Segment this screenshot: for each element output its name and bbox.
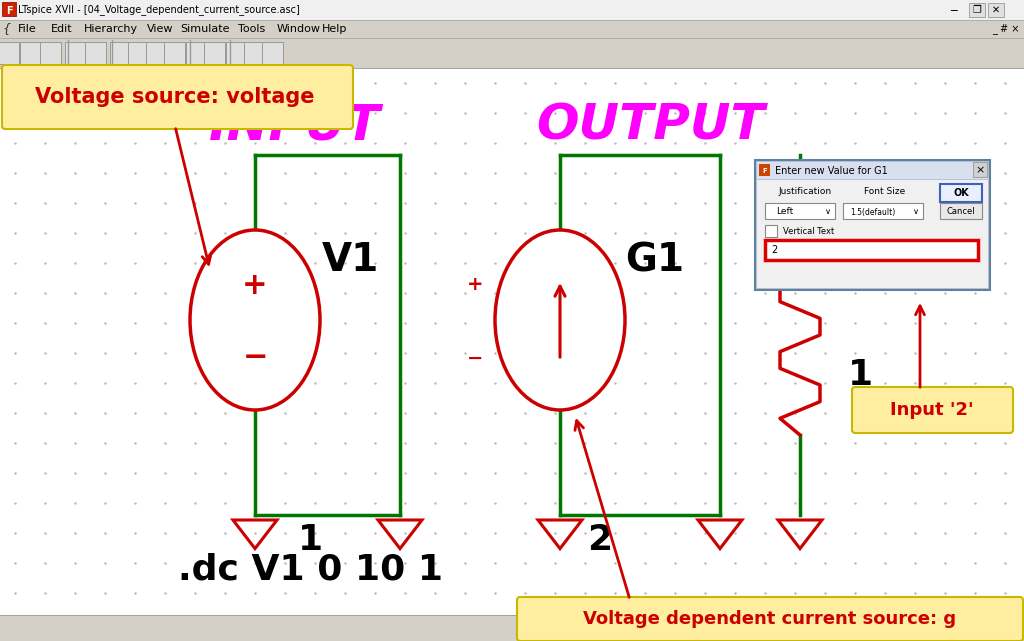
Text: Help: Help [322,24,347,34]
Text: Justification: Justification [778,188,831,197]
FancyBboxPatch shape [517,597,1023,641]
Text: +: + [467,276,483,294]
Text: OK: OK [953,188,969,198]
Bar [755,160,990,290]
Text: {: { [2,22,10,35]
Text: Window: Window [276,24,321,34]
Text: 2: 2 [771,245,777,255]
Bar [988,3,1004,17]
Bar [0,68,1024,615]
Text: _ # ×: _ # × [991,24,1019,35]
Ellipse shape [190,230,319,410]
Text: INPUT: INPUT [209,101,381,149]
Text: View: View [147,24,174,34]
Text: Input '2': Input '2' [890,401,974,419]
Text: ❐: ❐ [973,5,981,15]
Text: OUTPUT: OUTPUT [536,101,764,149]
Text: LTspice XVII - [04_Voltage_dependent_current_source.asc]: LTspice XVII - [04_Voltage_dependent_cur… [18,4,300,15]
Text: 1: 1 [848,358,872,392]
Bar [765,225,777,237]
Text: R1: R1 [839,258,892,292]
Text: Cancel: Cancel [946,208,975,217]
Text: Enter new Value for G1: Enter new Value for G1 [775,166,888,176]
Bar [973,162,987,177]
Bar [940,184,982,202]
Text: +: + [243,271,268,299]
Text: F: F [6,6,12,16]
Bar [164,42,185,64]
Text: ─: ─ [950,5,957,15]
Bar [940,203,982,219]
Bar [757,180,988,288]
Bar [969,3,985,17]
Text: ∨: ∨ [913,208,920,217]
Bar [0,615,1024,641]
Bar [40,42,61,64]
FancyBboxPatch shape [852,387,1013,433]
Text: Left: Left [776,208,794,217]
Text: 1: 1 [297,523,323,557]
Bar [110,42,131,64]
Bar [0,38,1024,68]
Bar [262,42,283,64]
Ellipse shape [495,230,625,410]
Bar [0,42,19,64]
Text: ×: × [975,165,985,175]
Bar [757,162,988,179]
Text: .dc V1 0 10 1: .dc V1 0 10 1 [177,553,442,587]
Text: Hierarchy: Hierarchy [84,24,137,34]
Bar [759,164,770,176]
Text: −: − [467,349,483,367]
Bar [843,203,923,219]
Bar [146,42,167,64]
Text: Edit: Edit [51,24,73,34]
Bar [2,2,16,16]
Text: ∨: ∨ [825,208,831,217]
Text: Voltage source: voltage: Voltage source: voltage [35,87,314,107]
Bar [204,42,225,64]
Bar [186,42,207,64]
Bar [65,42,86,64]
Text: 1.5(default): 1.5(default) [850,208,896,217]
Bar [226,42,247,64]
Text: 2: 2 [588,523,612,557]
Bar [0,0,1024,20]
Text: −: − [243,344,267,372]
Bar [0,20,1024,38]
Text: ✕: ✕ [992,5,1000,15]
Text: G1: G1 [626,241,684,279]
Text: Voltage dependent current source: g: Voltage dependent current source: g [584,610,956,628]
Text: F: F [763,168,767,174]
FancyBboxPatch shape [2,65,353,129]
Bar [20,42,41,64]
Bar [128,42,150,64]
Bar [244,42,265,64]
Bar [85,42,106,64]
Text: Vertical Text: Vertical Text [783,228,835,237]
Text: Simulate: Simulate [180,24,229,34]
Text: Tools: Tools [238,24,265,34]
Bar [765,240,978,260]
Text: File: File [18,24,37,34]
Text: Font Size: Font Size [864,188,905,197]
Text: V1: V1 [322,241,379,279]
Bar [765,203,835,219]
